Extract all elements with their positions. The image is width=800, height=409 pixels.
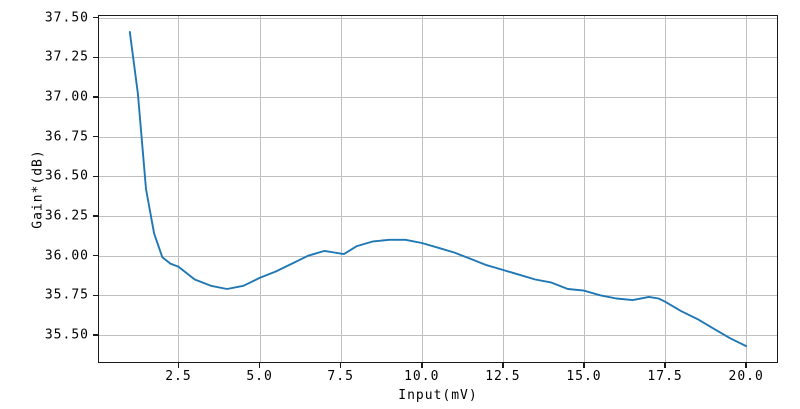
x-gridline: [259, 16, 261, 362]
y-gridline: [99, 335, 777, 337]
y-axis-label: Gain*(dB): [30, 149, 46, 229]
plot-area: [98, 15, 778, 363]
y-gridline: [99, 295, 777, 297]
x-tick-label: 12.5: [485, 369, 521, 384]
x-tick-label: 20.0: [728, 369, 764, 384]
y-tick-label: 37.00: [44, 89, 89, 105]
y-tick-label: 37.25: [44, 49, 89, 65]
y-gridline: [99, 255, 777, 257]
x-tick-label: 10.0: [404, 369, 440, 384]
x-axis-label: Input(mV): [398, 388, 478, 403]
y-tick-label: 35.50: [44, 327, 89, 343]
x-gridline: [178, 16, 180, 362]
y-tick-label: 36.50: [44, 168, 89, 184]
y-tick-label: 36.25: [44, 208, 89, 224]
y-tick-mark: [93, 175, 98, 178]
x-tick-label: 15.0: [566, 369, 602, 384]
y-gridline: [99, 176, 777, 178]
y-tick-mark: [93, 215, 98, 217]
x-tick-label: 5.0: [246, 369, 273, 384]
x-gridline: [746, 16, 748, 362]
y-tick-mark: [93, 56, 98, 59]
y-tick-mark: [93, 16, 98, 19]
x-tick-label: 7.5: [327, 369, 354, 384]
x-tick-mark: [502, 363, 504, 368]
series-layer: [128, 30, 748, 348]
x-tick-mark: [339, 363, 342, 368]
y-gridline: [99, 136, 777, 138]
x-gridline: [665, 16, 667, 362]
x-tick-mark: [421, 363, 423, 368]
y-gridline: [99, 57, 777, 59]
y-tick-mark: [93, 254, 98, 257]
y-tick-label: 37.50: [44, 10, 89, 26]
x-gridline: [421, 16, 423, 362]
x-tick-label: 17.5: [647, 369, 683, 384]
x-tick-mark: [583, 363, 585, 368]
x-tick-mark: [258, 363, 261, 368]
gain-line: [128, 30, 748, 348]
y-tick-mark: [93, 334, 98, 336]
x-tick-mark: [745, 363, 747, 368]
y-tick-label: 35.75: [44, 287, 89, 303]
x-gridline: [583, 16, 585, 362]
y-gridline: [99, 17, 777, 19]
y-tick-mark: [93, 135, 98, 138]
x-gridline: [340, 16, 342, 362]
x-tick-mark: [664, 363, 666, 368]
y-tick-mark: [93, 96, 98, 98]
x-tick-mark: [177, 363, 180, 368]
y-tick-label: 36.75: [44, 129, 89, 145]
y-tick-mark: [93, 294, 98, 297]
x-gridline: [502, 16, 504, 362]
y-tick-label: 36.00: [44, 248, 89, 264]
y-gridline: [99, 96, 777, 98]
y-gridline: [99, 215, 777, 217]
x-tick-label: 2.5: [165, 369, 192, 384]
